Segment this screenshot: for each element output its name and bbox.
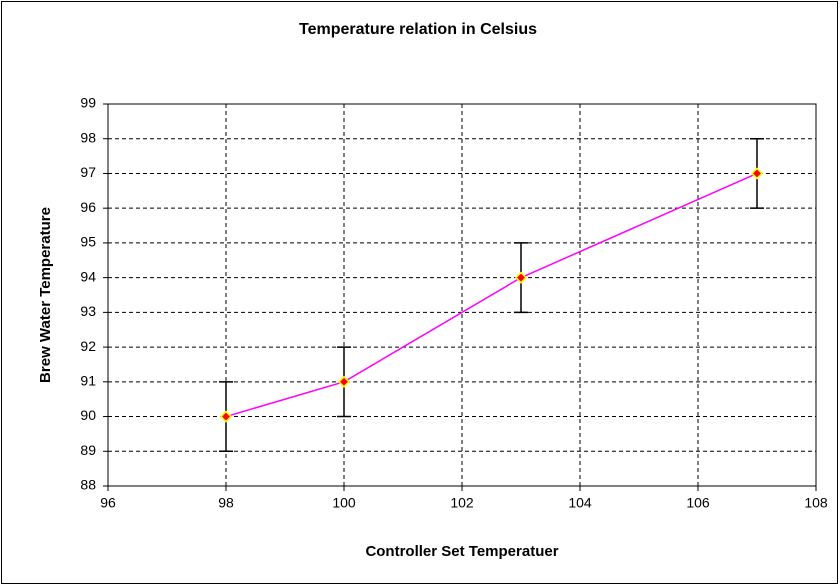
x-tick-label: 96 (100, 495, 116, 511)
x-tick-label: 102 (450, 495, 474, 511)
plot-area (107, 103, 817, 487)
y-tick-label: 99 (80, 95, 96, 111)
marker (750, 167, 764, 180)
y-tick-label: 98 (80, 129, 96, 145)
y-tick-label: 93 (80, 303, 96, 319)
y-tick-label: 94 (80, 268, 96, 284)
x-tick-label: 108 (804, 495, 828, 511)
y-tick-label: 91 (80, 373, 96, 389)
x-tick-label: 104 (568, 495, 592, 511)
x-tick-label: 106 (686, 495, 710, 511)
marker (514, 271, 528, 284)
y-axis-label: Brew Water Temperature (37, 207, 54, 383)
x-tick-label: 100 (332, 495, 356, 511)
y-tick-label: 88 (80, 477, 96, 493)
y-tick-label: 97 (80, 164, 96, 180)
x-tick-label: 98 (218, 495, 234, 511)
marker (219, 410, 233, 423)
x-axis-label: Controller Set Temperatuer (365, 543, 558, 560)
chart-title: Temperature relation in Celsius (299, 21, 537, 38)
y-tick-label: 89 (80, 442, 96, 458)
y-tick-label: 90 (80, 407, 96, 423)
y-tick-label: 96 (80, 199, 96, 215)
y-tick-label: 92 (80, 338, 96, 354)
y-tick-label: 95 (80, 234, 96, 250)
series-line (225, 172, 758, 418)
marker (337, 375, 351, 388)
